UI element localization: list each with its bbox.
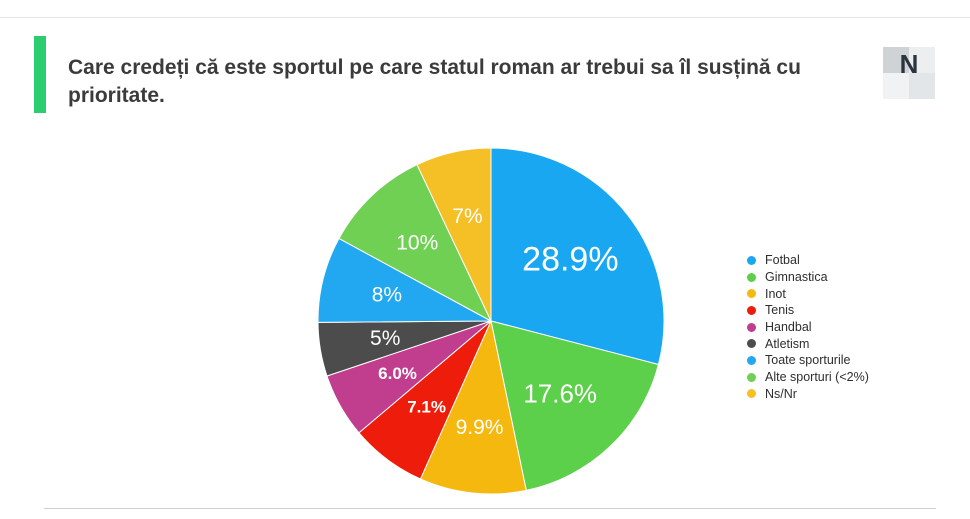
slice-label-inot: 9.9% bbox=[456, 416, 504, 439]
legend-label: Ns/Nr bbox=[765, 386, 797, 401]
pie-slice-gimnastica bbox=[490, 320, 660, 491]
pie-slice-fotbal bbox=[490, 147, 665, 366]
legend-swatch bbox=[747, 355, 756, 365]
slice-label-gimnastica: 17.6% bbox=[523, 379, 597, 409]
pie-chart-container: 28.9% 17.6% 9.9% 7.1% 6.0% 5% 8% 10% 7% bbox=[317, 147, 665, 495]
legend-swatch bbox=[747, 289, 756, 299]
legend-swatch bbox=[747, 322, 756, 332]
legend-item-handbal: Handbal bbox=[747, 319, 957, 336]
slice-label-alte-sporturi-2: 10% bbox=[396, 232, 438, 255]
legend-swatch bbox=[747, 255, 756, 265]
legend-item-toate-sporturile: Toate sporturile bbox=[747, 352, 957, 369]
slice-label-handbal: 6.0% bbox=[378, 364, 417, 383]
pie-slice-alte-sporturi-2 bbox=[338, 163, 493, 323]
pie-chart: 28.9% 17.6% 9.9% 7.1% 6.0% 5% 8% 10% 7% bbox=[317, 147, 665, 495]
chart-legend: Fotbal Gimnastica Inot Tenis Handbal Atletism… bbox=[747, 252, 957, 402]
top-divider bbox=[0, 17, 970, 18]
logo-letter: N bbox=[899, 49, 919, 79]
slice-label-ns-nr: 7% bbox=[452, 205, 482, 228]
legend-swatch bbox=[747, 272, 756, 282]
legend-label: Toate sporturile bbox=[765, 353, 851, 368]
slice-label-atletism: 5% bbox=[370, 327, 400, 350]
legend-label: Fotbal bbox=[765, 253, 800, 268]
slice-label-fotbal: 28.9% bbox=[522, 241, 618, 279]
slice-label-toate-sporturile: 8% bbox=[372, 284, 402, 307]
slice-label-tenis: 7.1% bbox=[407, 397, 446, 416]
legend-item-alte-sporturi-2: Alte sporturi (<2%) bbox=[747, 369, 957, 386]
legend-item-atletism: Atletism bbox=[747, 335, 957, 352]
legend-item-inot: Inot bbox=[747, 285, 957, 302]
legend-item-ns-nr: Ns/Nr bbox=[747, 386, 957, 403]
legend-label: Gimnastica bbox=[765, 270, 828, 285]
pie-slice-ns-nr bbox=[416, 147, 492, 322]
legend-label: Inot bbox=[765, 286, 786, 301]
legend-label: Alte sporturi (<2%) bbox=[765, 370, 869, 385]
legend-swatch bbox=[747, 339, 756, 349]
pie-slice-inot bbox=[419, 319, 527, 495]
legend-label: Atletism bbox=[765, 336, 810, 351]
legend-item-tenis: Tenis bbox=[747, 302, 957, 319]
legend-item-gimnastica: Gimnastica bbox=[747, 269, 957, 286]
legend-swatch bbox=[747, 305, 756, 315]
chart-title: Care credeți că este sportul pe care sta… bbox=[68, 56, 801, 107]
bottom-divider bbox=[44, 508, 936, 509]
legend-item-fotbal: Fotbal bbox=[747, 252, 957, 269]
n-logo-icon: N bbox=[883, 47, 935, 99]
title-accent-bar bbox=[34, 36, 46, 113]
legend-swatch bbox=[747, 389, 756, 399]
legend-label: Handbal bbox=[765, 320, 812, 335]
legend-label: Tenis bbox=[765, 303, 795, 318]
legend-swatch bbox=[747, 372, 756, 382]
